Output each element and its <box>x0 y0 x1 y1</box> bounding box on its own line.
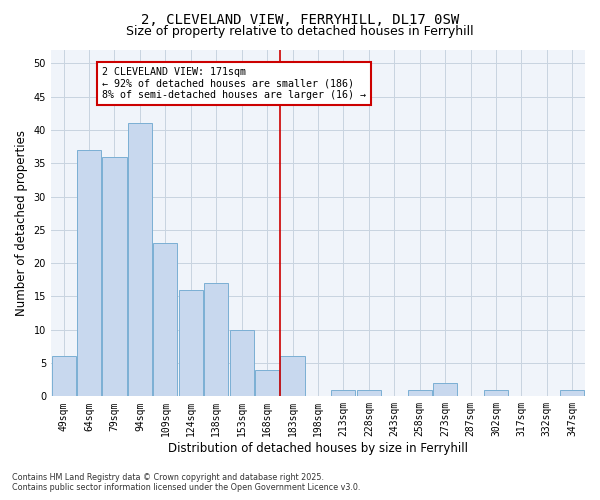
Text: 2 CLEVELAND VIEW: 171sqm
← 92% of detached houses are smaller (186)
8% of semi-d: 2 CLEVELAND VIEW: 171sqm ← 92% of detach… <box>102 66 366 100</box>
X-axis label: Distribution of detached houses by size in Ferryhill: Distribution of detached houses by size … <box>168 442 468 455</box>
Y-axis label: Number of detached properties: Number of detached properties <box>15 130 28 316</box>
Bar <box>407 390 432 396</box>
Bar <box>560 390 584 396</box>
Bar <box>433 383 457 396</box>
Bar <box>280 356 305 397</box>
Bar <box>331 390 355 396</box>
Bar <box>357 390 381 396</box>
Bar <box>103 156 127 396</box>
Bar <box>230 330 254 396</box>
Text: Contains HM Land Registry data © Crown copyright and database right 2025.
Contai: Contains HM Land Registry data © Crown c… <box>12 473 361 492</box>
Text: 2, CLEVELAND VIEW, FERRYHILL, DL17 0SW: 2, CLEVELAND VIEW, FERRYHILL, DL17 0SW <box>141 12 459 26</box>
Bar <box>128 124 152 396</box>
Bar <box>153 243 178 396</box>
Text: Size of property relative to detached houses in Ferryhill: Size of property relative to detached ho… <box>126 25 474 38</box>
Bar <box>77 150 101 396</box>
Bar <box>52 356 76 397</box>
Bar <box>204 283 229 397</box>
Bar <box>255 370 279 396</box>
Bar <box>484 390 508 396</box>
Bar <box>179 290 203 397</box>
